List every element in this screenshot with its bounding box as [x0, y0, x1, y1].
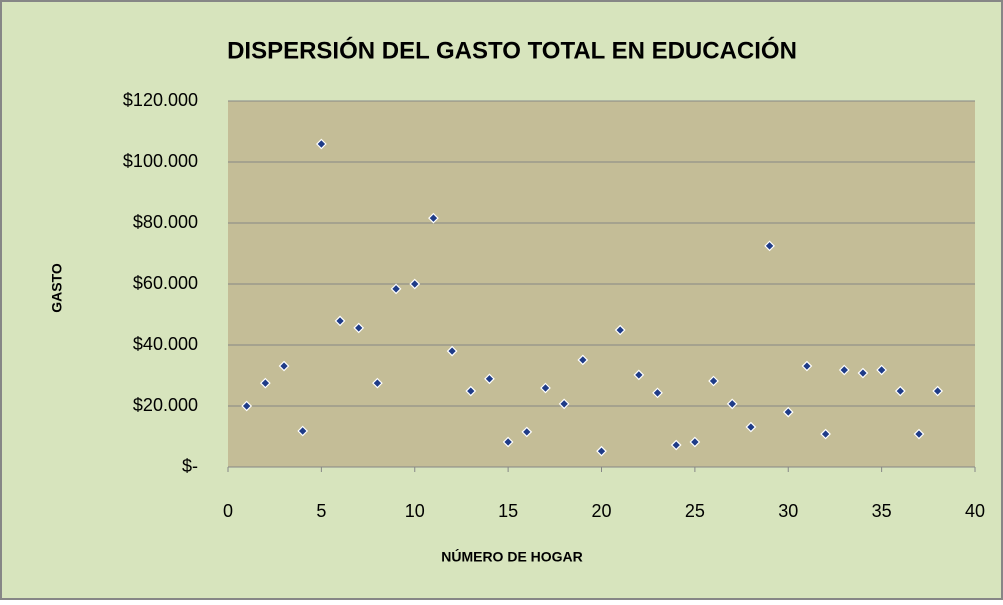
- point: [278, 360, 290, 372]
- point: [614, 324, 626, 336]
- point: [297, 425, 309, 437]
- y-tick-label: $60.000: [133, 273, 198, 293]
- x-tick-label: 35: [872, 501, 892, 521]
- point: [334, 315, 346, 327]
- point: [857, 367, 869, 379]
- point: [913, 428, 925, 440]
- point: [782, 406, 794, 418]
- point: [540, 382, 551, 394]
- y-axis-label: GASTO: [49, 263, 65, 313]
- point: [428, 212, 439, 224]
- x-tick-label: 0: [223, 501, 233, 521]
- point: [316, 138, 327, 150]
- point: [372, 377, 383, 389]
- point: [465, 385, 477, 397]
- y-tick-label: $40.000: [133, 334, 198, 354]
- point: [390, 283, 402, 295]
- point: [484, 373, 495, 385]
- point: [801, 360, 813, 372]
- point: [596, 445, 607, 457]
- point: [502, 436, 514, 448]
- y-tick-label: $80.000: [133, 212, 198, 232]
- point: [633, 369, 645, 381]
- x-tick-label: 40: [965, 501, 985, 521]
- x-tick-label: 5: [316, 501, 326, 521]
- point: [726, 398, 738, 410]
- point: [446, 345, 458, 357]
- point: [558, 398, 570, 410]
- x-tick-label: 20: [591, 501, 611, 521]
- point: [932, 385, 943, 397]
- point: [745, 421, 757, 433]
- point: [353, 322, 365, 334]
- point: [409, 278, 421, 290]
- y-tick-label: $100.000: [123, 151, 198, 171]
- x-tick-label: 25: [685, 501, 705, 521]
- point: [764, 240, 775, 252]
- point: [260, 377, 271, 389]
- point: [689, 436, 701, 448]
- point: [577, 354, 589, 366]
- point: [894, 385, 906, 397]
- chart-title: DISPERSIÓN DEL GASTO TOTAL EN EDUCACIÓN: [227, 36, 797, 64]
- point: [876, 364, 887, 376]
- x-axis-label: NÚMERO DE HOGAR: [441, 548, 583, 565]
- x-tick-label: 10: [405, 501, 425, 521]
- point: [521, 426, 533, 438]
- point: [708, 375, 719, 387]
- y-tick-label: $20.000: [133, 395, 198, 415]
- x-tick-label: 30: [778, 501, 798, 521]
- point: [241, 400, 253, 412]
- point: [670, 439, 682, 451]
- point: [838, 364, 850, 376]
- y-tick-label: $120.000: [123, 90, 198, 110]
- point: [652, 387, 663, 399]
- x-tick-label: 15: [498, 501, 518, 521]
- point: [820, 428, 831, 440]
- y-tick-label: $-: [182, 456, 198, 476]
